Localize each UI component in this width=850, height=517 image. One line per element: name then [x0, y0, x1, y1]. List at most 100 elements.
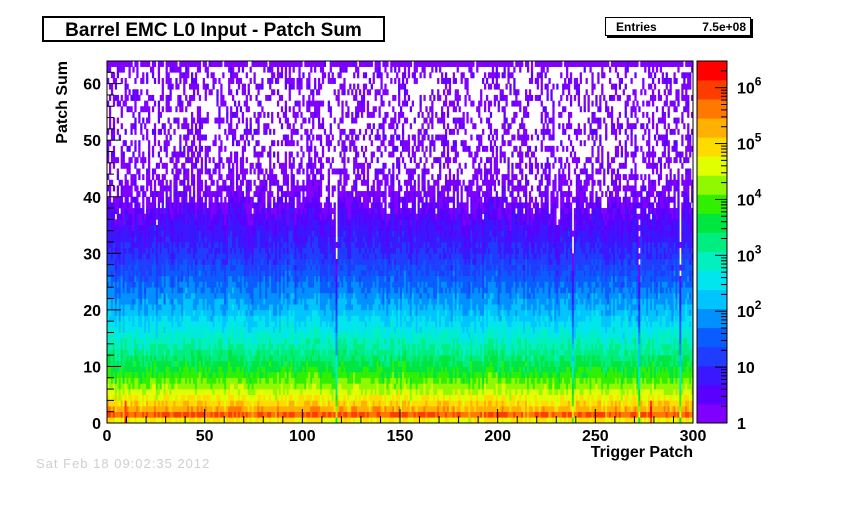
- heatmap-cell: [276, 411, 280, 418]
- heatmap-cell: [222, 264, 225, 271]
- heatmap-cell: [255, 83, 258, 90]
- heatmap-cell: [142, 106, 145, 113]
- heatmap-cell: [159, 355, 162, 362]
- heatmap-cell: [183, 253, 186, 260]
- heatmap-cell: [132, 275, 135, 282]
- heatmap-cell: [116, 315, 120, 322]
- heatmap-cell: [202, 213, 205, 220]
- heatmap-cell: [261, 258, 264, 265]
- heatmap-cell: [140, 332, 143, 339]
- heatmap-cell: [271, 208, 274, 215]
- heatmap-cell: [288, 383, 291, 390]
- heatmap-cell: [232, 321, 235, 328]
- heatmap-cell: [253, 366, 256, 373]
- heatmap-cell: [187, 123, 190, 130]
- heatmap-cell: [261, 77, 264, 84]
- heatmap-cell: [282, 406, 286, 412]
- heatmap-cell: [183, 196, 186, 203]
- heatmap-cell: [161, 106, 164, 113]
- heatmap-cell: [286, 332, 289, 339]
- heatmap-cell: [194, 366, 198, 373]
- heatmap-cell: [185, 94, 188, 101]
- heatmap-cell: [120, 360, 123, 367]
- heatmap-cell: [282, 191, 286, 198]
- heatmap-cell: [259, 179, 262, 186]
- heatmap-cell: [196, 411, 200, 418]
- heatmap-cell: [202, 230, 205, 237]
- heatmap-cell: [204, 151, 207, 158]
- heatmap-cell: [107, 349, 110, 356]
- heatmap-cell: [228, 242, 231, 248]
- heatmap-cell: [263, 196, 266, 203]
- heatmap-cell: [228, 264, 231, 271]
- heatmap-cell: [136, 202, 139, 209]
- heatmap-cell: [296, 191, 299, 198]
- heatmap-cell: [233, 281, 237, 288]
- heatmap-cell: [292, 355, 295, 362]
- heatmap-cell: [148, 326, 151, 333]
- heatmap-cell: [112, 417, 116, 424]
- heatmap-cell: [218, 394, 221, 401]
- heatmap-cell: [212, 332, 215, 339]
- heatmap-cell: [112, 287, 116, 294]
- heatmap-cell: [118, 225, 121, 231]
- heatmap-cell: [212, 417, 215, 424]
- heatmap-cell: [132, 287, 135, 294]
- heatmap-cell: [175, 366, 178, 373]
- heatmap-cell: [110, 83, 114, 90]
- heatmap-cell: [235, 377, 239, 384]
- heatmap-cell: [230, 196, 233, 203]
- heatmap-cell: [187, 355, 190, 362]
- heatmap-cell: [114, 343, 118, 350]
- heatmap-cell: [292, 315, 295, 322]
- heatmap-cell: [288, 360, 291, 367]
- heatmap-cell: [214, 372, 217, 379]
- heatmap-cell: [140, 338, 143, 345]
- heatmap-cell: [161, 411, 164, 418]
- heatmap-cell: [298, 321, 301, 328]
- heatmap-cell: [108, 326, 112, 333]
- heatmap-cell: [151, 349, 155, 356]
- heatmap-cell: [220, 140, 223, 147]
- heatmap-cell: [239, 275, 243, 282]
- heatmap-cell: [153, 253, 157, 260]
- heatmap-cell: [146, 315, 149, 322]
- heatmap-cell: [136, 366, 139, 373]
- heatmap-cell: [294, 292, 297, 299]
- heatmap-cell: [120, 225, 123, 231]
- heatmap-cell: [126, 236, 129, 243]
- heatmap-cell: [177, 275, 180, 282]
- heatmap-cell: [284, 111, 287, 118]
- heatmap-cell: [136, 191, 139, 198]
- heatmap-cell: [255, 298, 258, 305]
- heatmap-cell: [132, 355, 135, 362]
- heatmap-cell: [286, 281, 289, 288]
- heatmap-cell: [144, 394, 147, 401]
- heatmap-cell: [210, 219, 213, 226]
- heatmap-cell: [130, 270, 133, 277]
- heatmap-cell: [120, 66, 123, 73]
- heatmap-cell: [177, 236, 180, 243]
- heatmap-cell: [216, 94, 219, 101]
- heatmap-cell: [259, 394, 262, 401]
- heatmap-cell: [161, 174, 164, 181]
- heatmap-cell: [200, 242, 204, 248]
- heatmap-cell: [171, 389, 174, 396]
- heatmap-cell: [151, 332, 155, 339]
- heatmap-cell: [273, 315, 276, 322]
- heatmap-cell: [206, 400, 209, 407]
- heatmap-cell: [122, 281, 125, 288]
- heatmap-cell: [118, 275, 121, 282]
- heatmap-cell: [108, 162, 112, 169]
- heatmap-cell: [132, 89, 135, 96]
- heatmap-cell: [237, 208, 241, 215]
- heatmap-cell: [259, 355, 262, 362]
- heatmap-cell: [230, 366, 233, 373]
- heatmap-cell: [273, 389, 276, 396]
- heatmap-cell: [271, 66, 274, 73]
- heatmap-cell: [204, 321, 207, 328]
- heatmap-cell: [224, 326, 227, 333]
- heatmap-cell: [151, 315, 155, 322]
- heatmap-cell: [130, 191, 133, 198]
- heatmap-cell: [253, 298, 256, 305]
